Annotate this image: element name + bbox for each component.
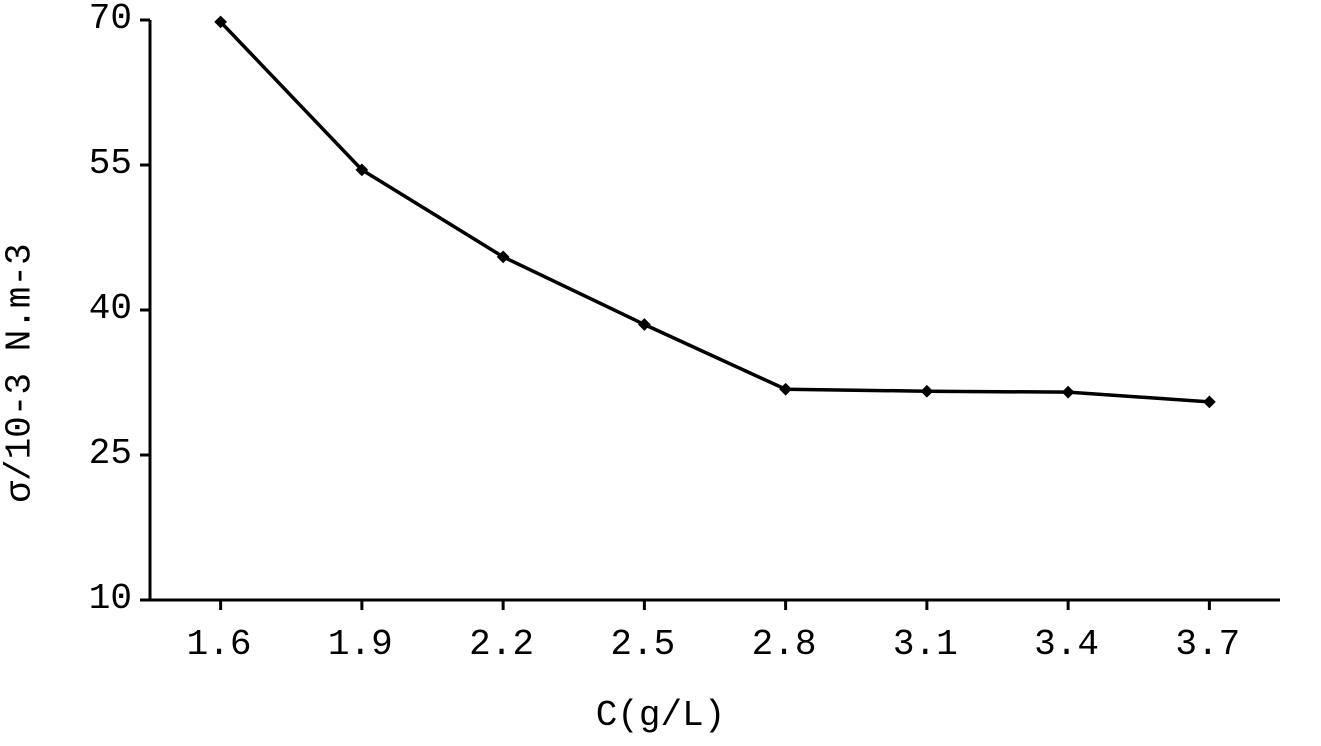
y-axis-label: σ/10-3 N.m-3 bbox=[0, 243, 41, 502]
x-tick-label: 1.9 bbox=[328, 624, 393, 665]
x-axis-label: C(g/L) bbox=[596, 695, 726, 736]
x-tick-label: 3.7 bbox=[1175, 624, 1240, 665]
data-marker bbox=[638, 318, 651, 331]
data-marker bbox=[779, 383, 792, 396]
data-marker bbox=[1062, 386, 1075, 399]
chart-container: σ/10-3 N.m-3 C(g/L) 10 25 40 55 70 1.6 1.9 2.2… bbox=[0, 0, 1321, 746]
y-tick-label: 40 bbox=[89, 288, 132, 329]
x-tick-label: 2.5 bbox=[610, 624, 675, 665]
data-marker bbox=[921, 385, 934, 398]
data-marker bbox=[1203, 395, 1216, 408]
x-tick-label: 2.8 bbox=[752, 624, 817, 665]
y-tick-label: 55 bbox=[89, 143, 132, 184]
x-tick-label: 3.4 bbox=[1034, 624, 1099, 665]
plot-area bbox=[150, 20, 1280, 620]
y-tick-label: 70 bbox=[89, 0, 132, 39]
x-tick-label: 1.6 bbox=[187, 624, 252, 665]
y-tick-label: 10 bbox=[89, 578, 132, 619]
x-tick-label: 3.1 bbox=[893, 624, 958, 665]
y-tick-label: 25 bbox=[89, 433, 132, 474]
x-tick-label: 2.2 bbox=[469, 624, 534, 665]
